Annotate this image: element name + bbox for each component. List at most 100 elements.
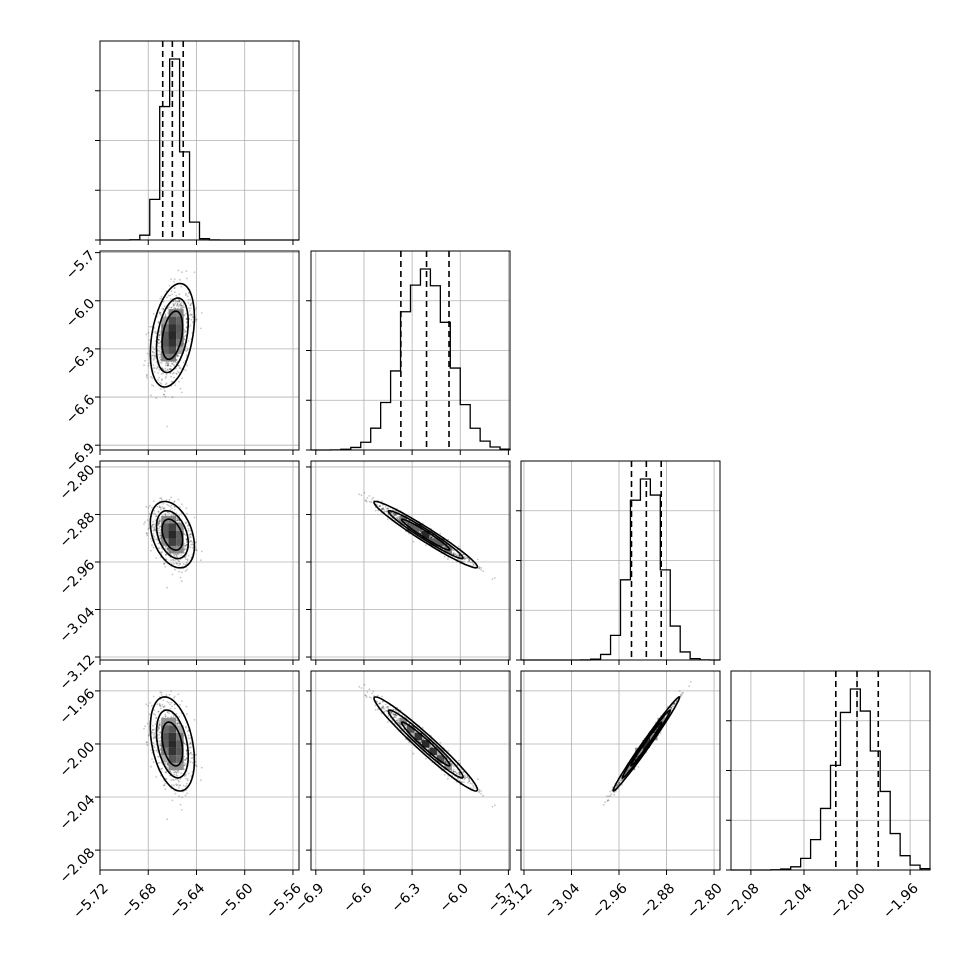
scatter-point [468,777,471,780]
scatter-point [159,531,162,534]
scatter-point [365,500,368,503]
scatter-point [615,785,618,788]
density-cell [436,747,445,756]
scatter-point [393,713,395,716]
scatter-point [412,752,415,755]
contour-0 [161,721,184,767]
scatter-point [478,790,481,793]
scatter-point [392,512,394,515]
scatter-point [157,339,160,341]
scatter-point [175,361,178,364]
scatter-point [166,711,169,714]
scatter-point [383,508,385,511]
scatter-point [153,523,156,526]
scatter-point [178,723,181,726]
scatter-point [392,512,395,515]
scatter-point [158,725,161,727]
scatter-point [464,774,466,777]
scatter-point [147,735,150,737]
scatter-point [417,531,420,534]
scatter-point [613,791,615,794]
scatter-point [186,558,189,561]
scatter-point [386,721,389,724]
scatter-point [159,353,162,356]
scatter-point [383,707,385,710]
scatter-point [176,519,179,521]
scatter-point [189,298,192,301]
scatter-point [168,712,170,715]
scatter-point [175,355,178,357]
scatter-point [180,772,183,775]
scatter-point [460,775,463,778]
scatter-point [368,696,371,698]
scatter-point [190,539,192,542]
scatter-point [152,695,155,698]
scatter-point [185,777,188,780]
scatter-point [166,818,169,821]
scatter-point [154,513,157,516]
scatter-point [160,693,163,696]
scatter-point [607,799,610,801]
scatter-point [447,749,450,752]
density-cell [168,530,177,539]
scatter-point [185,743,187,746]
scatter-point [185,318,188,321]
scatter-point [178,560,180,563]
density-cell [176,530,184,539]
scatter-point [465,776,468,779]
scatter-point [190,757,193,760]
scatter-point [169,372,172,375]
scatter-point [185,292,187,295]
scatter-point [376,504,378,506]
scatter-point [158,506,161,509]
scatter-point [397,721,400,724]
scatter-point [153,526,156,528]
scatter-point [379,505,381,508]
scatter-point [170,290,173,293]
scatter-point [167,701,170,704]
scatter-point [670,706,673,708]
density-cell [407,725,415,733]
scatter-point [183,755,186,758]
panel-frame [99,460,300,661]
scatter-point [166,548,169,550]
scatter-point [157,338,160,341]
scatter-point [166,548,169,550]
scatter-point [174,778,177,781]
scatter-point [149,702,151,704]
scatter-point [471,561,473,564]
scatter-point [184,369,187,372]
scatter-point [454,553,457,556]
scatter-point [158,733,161,736]
scatter-point [164,546,167,548]
scatter-point [151,729,154,731]
scatter-point [368,495,371,497]
scatter-point [152,312,155,315]
scatter-point [166,586,169,589]
contour-0 [161,518,184,551]
scatter-point [174,307,177,310]
density-cell [176,331,184,339]
density-cell [168,346,177,354]
scatter-point [152,761,155,763]
scatter-point [193,271,196,274]
scatter-point [463,558,466,561]
scatter-point [453,549,455,552]
scatter-point [381,695,383,698]
scatter-point [185,521,187,524]
scatter-point [156,365,159,368]
scatter-point [185,507,188,510]
scatter-point [456,554,458,557]
scatter-point [458,555,461,557]
scatter-point [190,543,193,546]
scatter-point [184,763,187,765]
scatter-point [166,546,169,549]
scatter-point [176,519,179,521]
scatter-point [187,292,190,294]
scatter-point [173,773,176,776]
scatter-point [195,765,198,768]
scatter-point [175,359,178,361]
scatter-point [157,371,160,374]
scatter-point [170,716,173,718]
density-cell [161,530,169,539]
